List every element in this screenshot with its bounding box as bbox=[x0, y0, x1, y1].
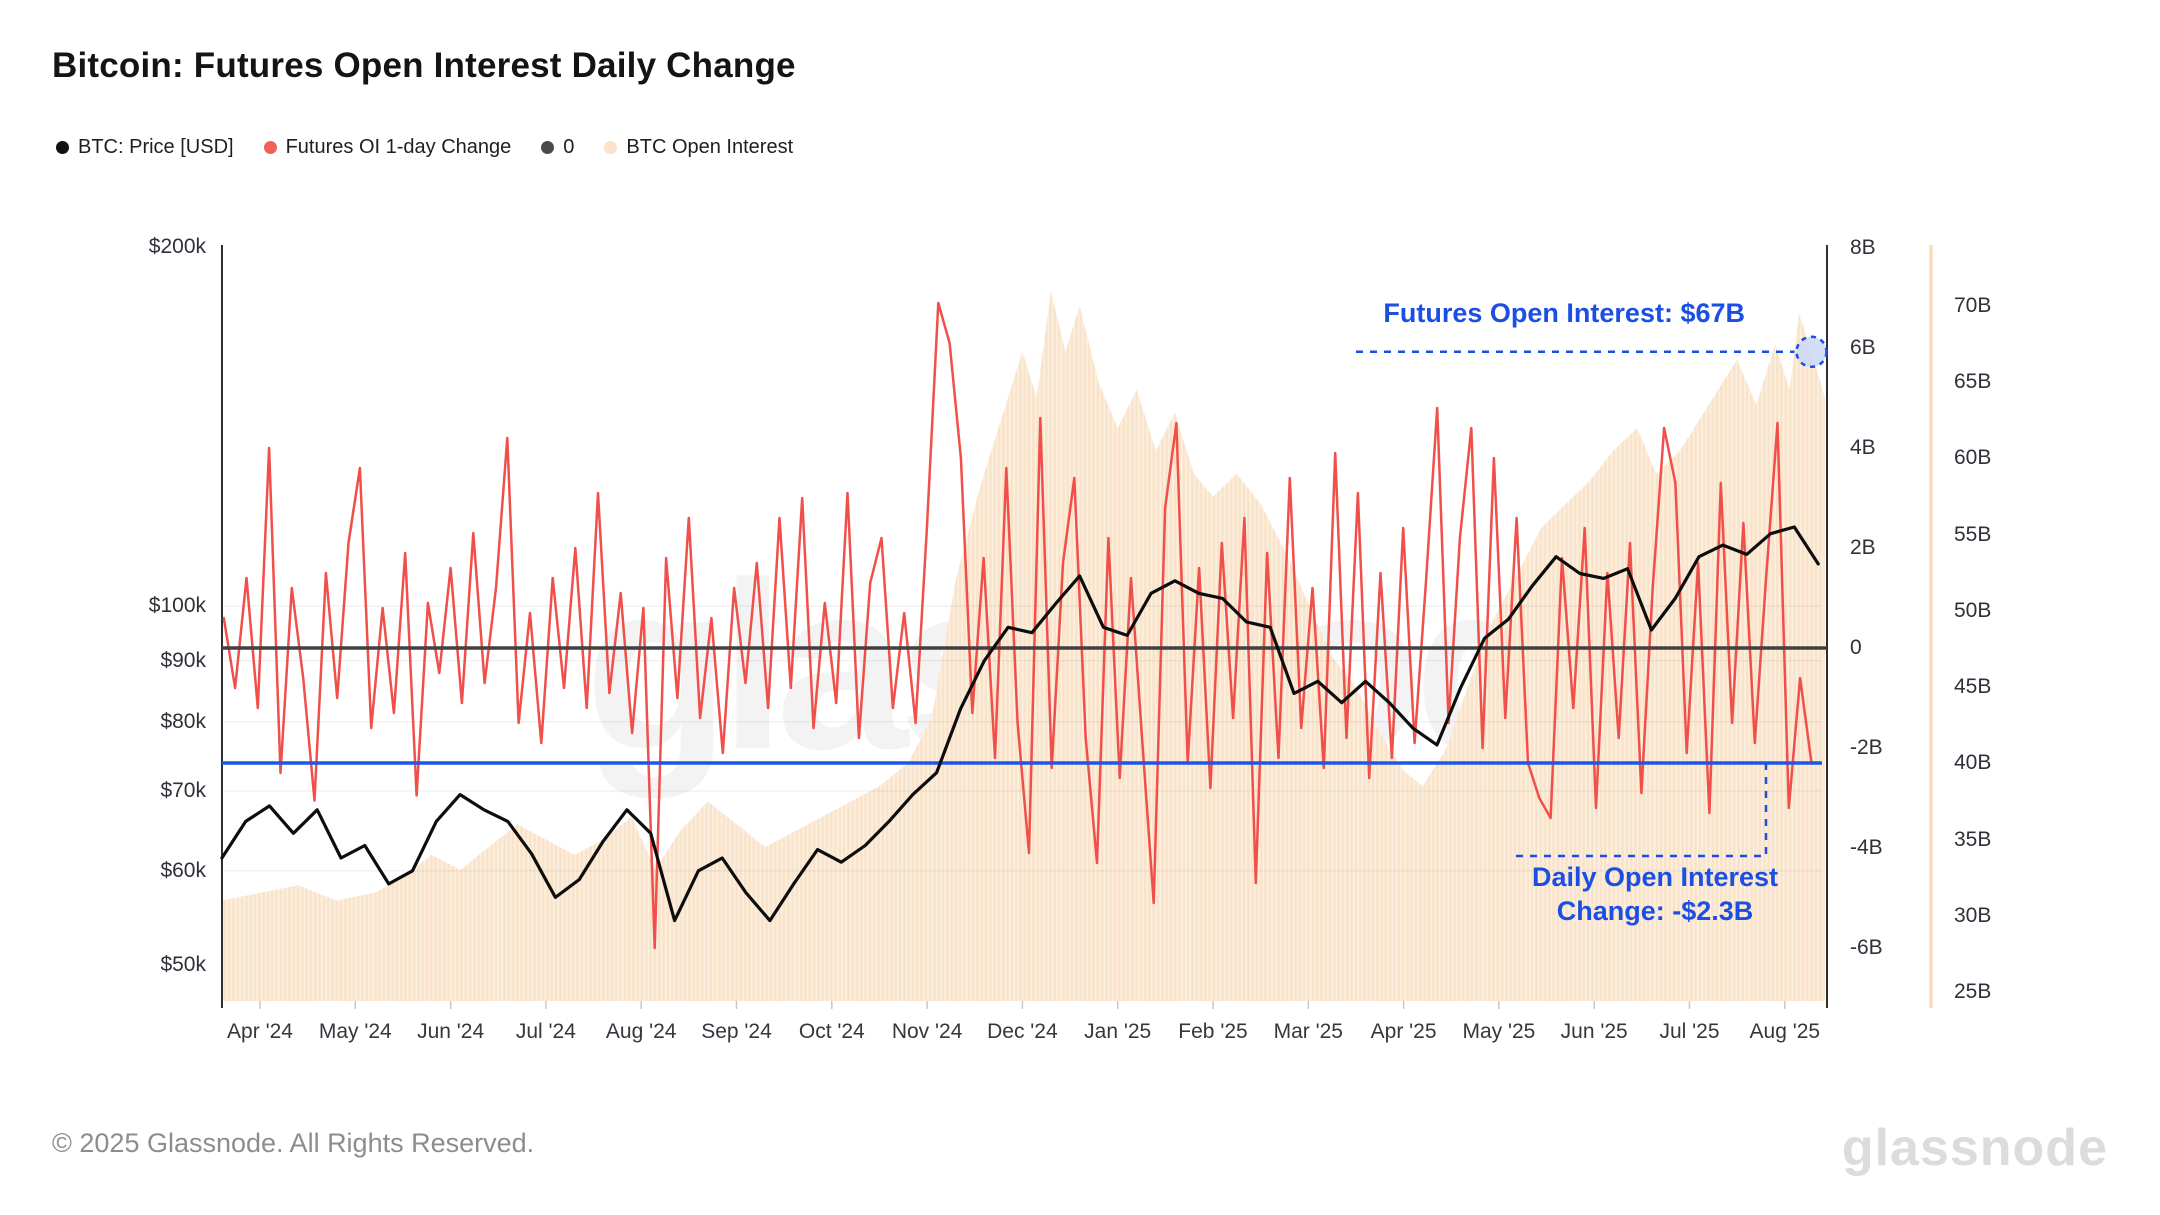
legend-label: Futures OI 1-day Change bbox=[285, 136, 512, 158]
legend-item-1[interactable]: Futures OI 1-day Change bbox=[263, 136, 512, 159]
oi-tick-label: 65B bbox=[1954, 370, 1992, 394]
legend-dot bbox=[56, 141, 69, 154]
oi-tick-label: 60B bbox=[1954, 446, 1992, 470]
price-tick-label: $200k bbox=[148, 235, 206, 258]
legend-label: BTC: Price [USD] bbox=[78, 136, 234, 158]
legend-item-2[interactable]: 0 bbox=[541, 136, 574, 159]
legend: BTC: Price [USD] Futures OI 1-day Change 0… bbox=[56, 136, 793, 159]
change-tick-label: -6B bbox=[1850, 936, 1883, 959]
oi-tick-label: 35B bbox=[1954, 827, 1992, 851]
oi-last-value-marker bbox=[1795, 335, 1828, 369]
glassnode-logo: glassnode bbox=[1841, 1119, 2108, 1177]
oi-tick-label: 50B bbox=[1954, 598, 1992, 622]
legend-item-3[interactable]: BTC Open Interest bbox=[604, 136, 793, 159]
oi-tick-label: 40B bbox=[1954, 751, 1992, 775]
month-tick-label: Apr '25 bbox=[1370, 1020, 1437, 1043]
change-tick-label: 2B bbox=[1850, 536, 1876, 559]
month-tick-label: Jan '25 bbox=[1084, 1020, 1152, 1043]
oi-tick-label: 30B bbox=[1954, 903, 1992, 927]
price-tick-label: $80k bbox=[160, 709, 206, 733]
month-tick-label: Dec '24 bbox=[987, 1020, 1058, 1043]
legend-item-0[interactable]: BTC: Price [USD] bbox=[56, 136, 234, 159]
month-tick-label: May '24 bbox=[318, 1020, 392, 1043]
oi-tick-label: 45B bbox=[1954, 675, 1992, 699]
price-tick-label: $50k bbox=[160, 953, 206, 977]
month-tick-label: Aug '25 bbox=[1749, 1020, 1821, 1043]
month-tick-label: Jun '25 bbox=[1560, 1020, 1628, 1043]
month-tick-label: Oct '24 bbox=[798, 1020, 865, 1043]
oi-change-line bbox=[222, 301, 1813, 950]
oi-tick-label: 25B bbox=[1954, 980, 1992, 1003]
month-tick-label: Apr '24 bbox=[227, 1020, 293, 1043]
price-tick-label: $60k bbox=[160, 858, 206, 882]
change-tick-label: 0 bbox=[1850, 636, 1862, 659]
price-tick-label: $70k bbox=[160, 778, 206, 802]
legend-dot bbox=[541, 141, 555, 154]
change-tick-label: 6B bbox=[1850, 336, 1876, 359]
month-tick-label: Sep '24 bbox=[701, 1020, 772, 1043]
page-title: Bitcoin: Futures Open Interest Daily Cha… bbox=[52, 46, 796, 85]
price-tick-label: $90k bbox=[160, 648, 206, 672]
btc-price-line bbox=[220, 525, 1820, 923]
change-tick-label: 4B bbox=[1850, 436, 1876, 459]
change-tick-label: -2B bbox=[1850, 736, 1883, 759]
price-tick-label: $100k bbox=[148, 594, 206, 618]
legend-label: 0 bbox=[563, 136, 575, 158]
gridlines bbox=[222, 605, 1822, 872]
change-annotation-connector bbox=[1514, 763, 1768, 858]
month-tick-label: Mar '25 bbox=[1273, 1020, 1343, 1043]
oi-tick-label: 70B bbox=[1954, 294, 1992, 318]
legend-dot bbox=[263, 141, 277, 154]
change-tick-label: -4B bbox=[1850, 836, 1883, 859]
legend-label: BTC Open Interest bbox=[626, 136, 794, 158]
month-tick-label: Jul '25 bbox=[1659, 1020, 1720, 1043]
month-tick-label: Nov '24 bbox=[891, 1020, 963, 1043]
month-tick-label: Jul '24 bbox=[515, 1020, 576, 1043]
legend-dot bbox=[604, 141, 618, 154]
month-tick-label: May '25 bbox=[1462, 1020, 1536, 1043]
month-tick-label: Jun '24 bbox=[417, 1020, 485, 1043]
open-interest-area-bars bbox=[221, 290, 1825, 1001]
change-tick-label: 8B bbox=[1850, 236, 1876, 259]
month-tick-label: Feb '25 bbox=[1178, 1020, 1248, 1043]
footer-copyright: © 2025 Glassnode. All Rights Reserved. bbox=[52, 1128, 535, 1158]
x-axis-ticks bbox=[259, 1001, 1786, 1009]
oi-tick-label: 55B bbox=[1954, 522, 1992, 546]
month-tick-label: Aug '24 bbox=[605, 1020, 677, 1043]
